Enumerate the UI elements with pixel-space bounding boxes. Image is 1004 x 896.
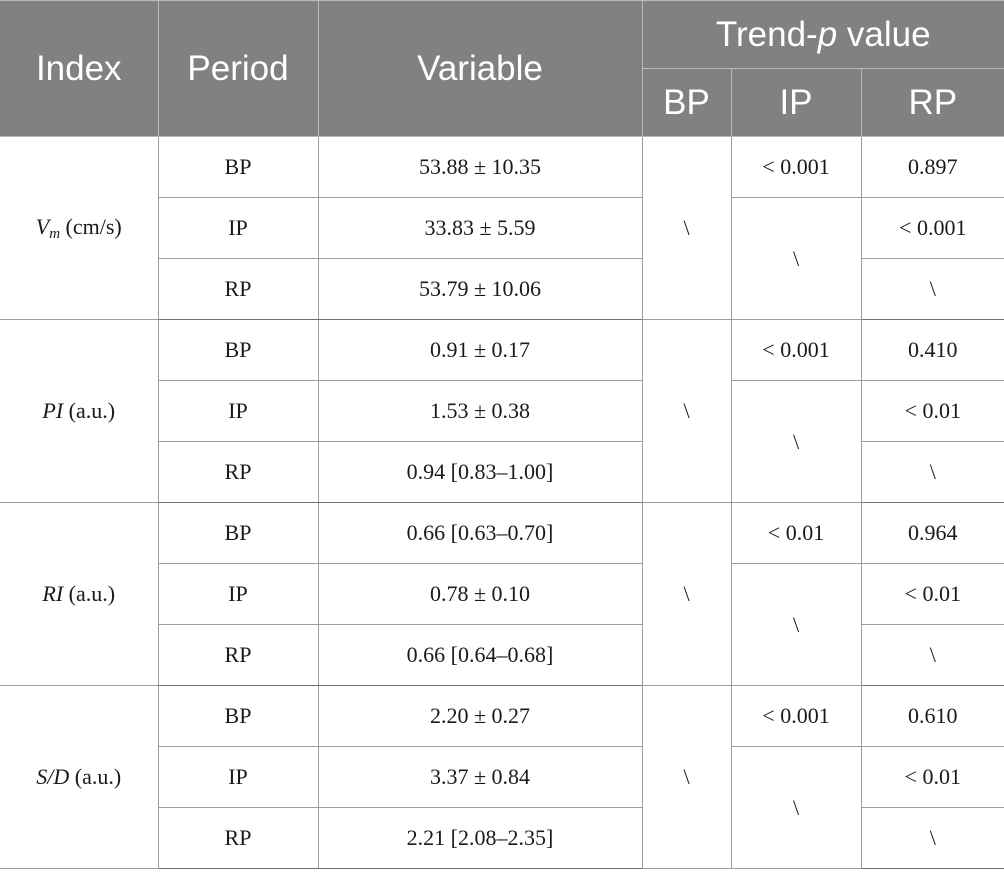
table-row: RP 0.66 [0.64–0.68] \	[0, 624, 1004, 686]
index-unit: (cm/s)	[60, 213, 122, 239]
period-cell: RP	[157, 624, 319, 686]
table-row: IP 3.37 ± 0.84 \ < 0.01	[0, 746, 1004, 869]
header-sub-bp: BP	[641, 68, 732, 137]
index-unit: (a.u.)	[63, 398, 116, 423]
period-cell: RP	[157, 807, 319, 869]
variable-cell: 3.37 ± 0.84	[317, 746, 643, 808]
variable-cell: 53.88 ± 10.35	[317, 136, 643, 198]
period-cell: BP	[157, 502, 319, 564]
period-cell: IP	[157, 380, 319, 442]
header-trend-p: p	[817, 14, 838, 54]
trend-rp-cell: < 0.001	[860, 197, 1004, 259]
header-period: Period	[157, 0, 319, 137]
index-name: V	[35, 213, 50, 239]
trend-ip-cell: < 0.01	[730, 502, 862, 564]
variable-cell: 2.21 [2.08–2.35]	[317, 807, 643, 869]
variable-cell: 0.91 ± 0.17	[317, 319, 643, 381]
trend-rp-cell: \	[860, 624, 1004, 686]
trend-ip-cell: \	[730, 380, 862, 503]
header-index: Index	[0, 0, 159, 137]
trend-bp-cell: \	[641, 685, 732, 869]
trend-ip-cell: \	[730, 563, 862, 686]
header-variable: Variable	[317, 0, 643, 137]
variable-cell: 2.20 ± 0.27	[317, 685, 643, 747]
index-unit: (a.u.)	[69, 764, 122, 789]
period-cell: BP	[157, 319, 319, 381]
index-subscript: m	[49, 225, 61, 242]
header-sub-rp: RP	[860, 68, 1004, 137]
trend-ip-cell: \	[730, 197, 862, 320]
table-row: PI (a.u.) BP 0.91 ± 0.17 \ < 0.001 0.410	[0, 319, 1004, 503]
trend-rp-cell: 0.964	[860, 502, 1004, 564]
trend-rp-cell: 0.410	[860, 319, 1004, 381]
index-cell: PI (a.u.)	[0, 319, 159, 503]
table-row: RP 53.79 ± 10.06 \	[0, 258, 1004, 320]
table-row: IP 33.83 ± 5.59 \ < 0.001	[0, 197, 1004, 320]
trend-rp-cell: \	[860, 807, 1004, 869]
trend-ip-cell: < 0.001	[730, 685, 862, 747]
index-name: RI	[42, 581, 64, 606]
period-cell: RP	[157, 441, 319, 503]
index-unit: (a.u.)	[63, 581, 116, 606]
variable-cell: 33.83 ± 5.59	[317, 197, 643, 259]
period-cell: BP	[157, 685, 319, 747]
index-name: S/D	[36, 764, 70, 789]
trend-rp-cell: < 0.01	[860, 746, 1004, 808]
header-trend-p-value: Trend-p value	[641, 0, 1004, 69]
index-name: PI	[42, 398, 64, 423]
period-cell: BP	[157, 136, 319, 198]
index-cell: S/D (a.u.)	[0, 685, 159, 869]
trend-ip-cell: \	[730, 746, 862, 869]
header-trend-suffix: value	[837, 14, 931, 54]
trend-bp-cell: \	[641, 136, 732, 320]
header-trend-prefix: Trend-	[715, 14, 818, 54]
table-row: Vm (cm/s) BP 53.88 ± 10.35 \ < 0.001 0.8…	[0, 136, 1004, 320]
trend-bp-cell: \	[641, 502, 732, 686]
results-table: Index Period Variable Trend-p value BP I…	[0, 0, 1004, 869]
variable-cell: 1.53 ± 0.38	[317, 380, 643, 442]
table-row: IP 1.53 ± 0.38 \ < 0.01	[0, 380, 1004, 503]
period-cell: IP	[157, 746, 319, 808]
trend-rp-cell: 0.610	[860, 685, 1004, 747]
table-row: RP 0.94 [0.83–1.00] \	[0, 441, 1004, 503]
trend-ip-cell: < 0.001	[730, 319, 862, 381]
table-row: RP 2.21 [2.08–2.35] \	[0, 807, 1004, 869]
trend-rp-cell: \	[860, 441, 1004, 503]
trend-rp-cell: \	[860, 258, 1004, 320]
variable-cell: 0.66 [0.63–0.70]	[317, 502, 643, 564]
table-row: RI (a.u.) BP 0.66 [0.63–0.70] \ < 0.01 0…	[0, 502, 1004, 686]
variable-cell: 0.66 [0.64–0.68]	[317, 624, 643, 686]
variable-cell: 0.78 ± 0.10	[317, 563, 643, 625]
variable-cell: 53.79 ± 10.06	[317, 258, 643, 320]
variable-cell: 0.94 [0.83–1.00]	[317, 441, 643, 503]
trend-rp-cell: 0.897	[860, 136, 1004, 198]
period-cell: IP	[157, 197, 319, 259]
index-cell: Vm (cm/s)	[0, 136, 159, 320]
index-cell: RI (a.u.)	[0, 502, 159, 686]
trend-bp-cell: \	[641, 319, 732, 503]
trend-rp-cell: < 0.01	[860, 563, 1004, 625]
period-cell: RP	[157, 258, 319, 320]
period-cell: IP	[157, 563, 319, 625]
header-sub-ip: IP	[730, 68, 862, 137]
table-row: S/D (a.u.) BP 2.20 ± 0.27 \ < 0.001 0.61…	[0, 685, 1004, 869]
trend-ip-cell: < 0.001	[730, 136, 862, 198]
trend-rp-cell: < 0.01	[860, 380, 1004, 442]
